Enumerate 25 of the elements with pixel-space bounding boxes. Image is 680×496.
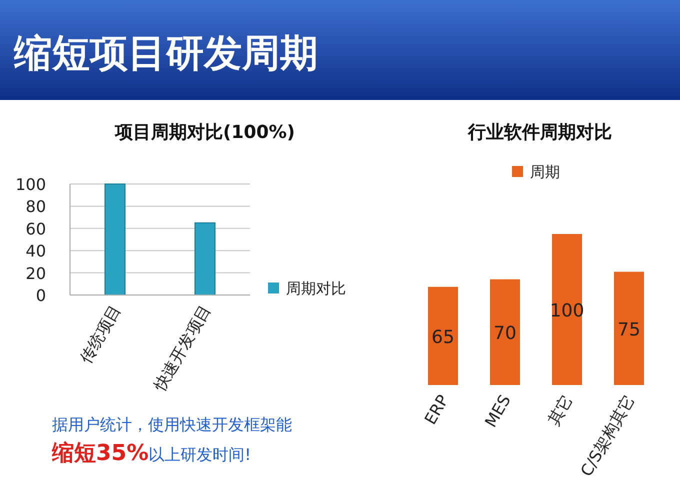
y-tick-label: 20 [26, 264, 46, 283]
chart-title: 项目周期对比(100%) [114, 122, 296, 143]
x-tick-label: 快速开发项目 [150, 302, 214, 396]
legend-label: 周期 [530, 163, 560, 181]
text: 以上研发时间! [148, 445, 252, 464]
bar [552, 234, 582, 385]
y-tick-label: 40 [26, 242, 46, 261]
bar [490, 279, 520, 385]
y-tick-label: 60 [26, 219, 46, 238]
y-tick-label: 100 [15, 175, 46, 194]
chart-title: 行业软件周期对比 [467, 122, 612, 143]
data-label: 70 [494, 323, 516, 344]
bar [428, 286, 458, 385]
y-tick-label: 0 [36, 286, 46, 305]
legend-label: 周期对比 [286, 280, 346, 298]
x-tick-label: 传统项目 [76, 302, 124, 366]
text: 缩短项目研发周期 [13, 31, 318, 75]
text: 缩短35% [51, 441, 149, 466]
x-tick-label: 其它 [544, 392, 576, 429]
bar [614, 272, 644, 385]
x-tick-label: C/S架构其它 [576, 392, 638, 480]
text: 据用户统计，使用快速开发框架能 [52, 415, 292, 434]
data-label: 65 [432, 326, 454, 348]
data-label: 75 [618, 319, 640, 340]
y-tick-label: 80 [26, 197, 46, 216]
